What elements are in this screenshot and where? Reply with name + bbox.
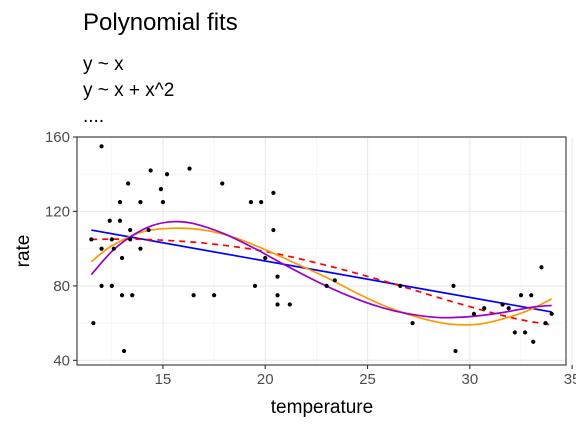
data-point <box>164 172 170 177</box>
data-point <box>191 293 196 298</box>
data-point <box>500 302 505 307</box>
data-point <box>109 237 114 242</box>
data-point <box>160 200 166 205</box>
data-point <box>111 246 116 251</box>
data-point <box>109 283 114 288</box>
data-point <box>271 227 276 233</box>
y-tick-label: 120 <box>45 203 70 220</box>
data-point <box>138 200 143 205</box>
y-tick-label: 160 <box>45 129 70 146</box>
data-points <box>89 144 554 354</box>
data-point <box>252 283 258 288</box>
data-point <box>451 283 456 288</box>
data-point <box>148 168 153 173</box>
data-point <box>471 311 477 316</box>
data-point <box>99 283 104 288</box>
chart-subtitle-line-2: y ~ x + x^2 <box>83 80 174 101</box>
data-point <box>482 306 487 311</box>
chart-subtitle-line-3: .... <box>83 106 104 127</box>
data-point <box>130 293 135 298</box>
data-point <box>248 200 254 205</box>
x-tick-label: 20 <box>257 371 274 388</box>
data-point <box>119 293 125 298</box>
data-point <box>275 302 280 307</box>
data-point <box>158 187 163 192</box>
data-point <box>146 227 151 233</box>
plot-panel-border <box>76 136 567 366</box>
fit-line-4 <box>90 220 552 319</box>
data-point <box>138 246 143 251</box>
data-point <box>89 237 94 242</box>
fit-line-2 <box>91 238 552 326</box>
data-point <box>512 330 517 335</box>
y-tick-label: 40 <box>53 352 70 369</box>
data-point <box>119 255 125 261</box>
y-tick-label: 80 <box>53 278 70 295</box>
data-point <box>187 166 192 171</box>
data-point <box>287 302 292 307</box>
data-point <box>91 321 96 326</box>
data-point <box>271 190 276 195</box>
x-tick-label: 25 <box>359 371 376 388</box>
data-point <box>121 348 127 354</box>
data-point <box>531 339 536 344</box>
data-point <box>220 181 225 186</box>
fit-lines <box>90 220 553 326</box>
axes: 15 20 25 30 35 40 80 120 160 <box>45 129 576 388</box>
data-point <box>117 218 123 223</box>
data-point <box>522 330 528 335</box>
data-point <box>539 265 544 270</box>
data-point <box>263 255 268 261</box>
data-point <box>259 200 264 205</box>
data-point <box>211 293 217 298</box>
data-point <box>529 293 534 298</box>
data-point <box>324 283 329 288</box>
fit-line-3 <box>90 227 553 326</box>
data-point <box>453 348 458 354</box>
data-point <box>275 274 280 279</box>
data-point <box>128 227 133 233</box>
fit-line-1 <box>91 229 552 313</box>
x-tick-label: 30 <box>461 371 478 388</box>
data-point <box>117 200 123 205</box>
data-point <box>543 321 548 326</box>
data-point <box>549 311 554 316</box>
chart-subtitle-line-1: y ~ x <box>83 54 124 75</box>
data-point <box>332 278 337 283</box>
chart-title: Polynomial fits <box>83 9 238 36</box>
x-tick-label: 15 <box>155 371 172 388</box>
data-point <box>398 283 403 288</box>
data-point <box>107 218 112 223</box>
data-point <box>410 321 415 326</box>
x-tick-label: 35 <box>564 371 576 388</box>
y-axis-title: rate <box>13 235 34 268</box>
data-point <box>126 181 131 186</box>
data-point <box>99 144 104 149</box>
data-point <box>506 306 511 311</box>
data-point <box>518 293 524 298</box>
data-point <box>275 293 280 298</box>
data-point <box>128 237 133 242</box>
x-axis-title: temperature <box>271 397 373 418</box>
data-point <box>99 246 104 251</box>
